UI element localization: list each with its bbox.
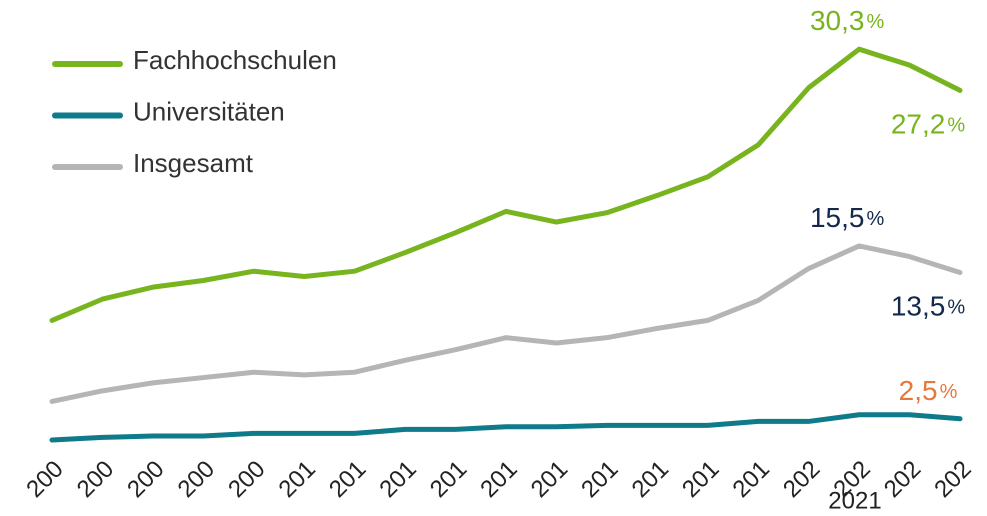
- series-line: [49, 243, 963, 404]
- x-tick-label: 201: [627, 456, 674, 503]
- x-tick-label: 202: [929, 456, 976, 503]
- annotation: 2021: [828, 487, 881, 514]
- x-tick-label: 200: [21, 456, 68, 503]
- data-label-value: 27,2: [891, 109, 946, 140]
- x-tick-label: 200: [223, 456, 270, 503]
- x-tick-label: 201: [728, 456, 775, 503]
- data-label-value: 30,3: [810, 6, 865, 37]
- data-label: 27,2%: [891, 109, 966, 140]
- data-label-value: 15,5: [810, 202, 865, 233]
- legend-label: Fachhochschulen: [133, 45, 337, 75]
- data-label-value: 2,5: [899, 375, 938, 406]
- data-label-unit: %: [866, 11, 884, 33]
- data-label-unit: %: [947, 115, 965, 137]
- legend-label: Insgesamt: [133, 148, 254, 178]
- x-tick-label: 201: [526, 456, 573, 503]
- x-tick-label: 201: [374, 456, 421, 503]
- x-tick-label: 200: [72, 456, 119, 503]
- x-tick-label: 201: [324, 456, 371, 503]
- data-label: 13,5%: [891, 291, 966, 322]
- series-line: [49, 412, 963, 443]
- x-tick-label: 200: [122, 456, 169, 503]
- data-label-unit: %: [947, 297, 965, 319]
- data-label: 2,5%: [899, 375, 958, 406]
- x-tick-label: 201: [576, 456, 623, 503]
- data-label: 30,3%: [810, 6, 885, 37]
- data-label: 15,5%: [810, 202, 885, 233]
- x-tick-label: 202: [879, 456, 926, 503]
- series-line: [49, 46, 963, 323]
- x-tick-label: 201: [475, 456, 522, 503]
- data-label-unit: %: [940, 381, 958, 403]
- x-tick-label: 201: [677, 456, 724, 503]
- data-label-value: 13,5: [891, 291, 946, 322]
- x-tick-label: 201: [425, 456, 472, 503]
- legend-label: Universitäten: [133, 96, 285, 126]
- data-label-unit: %: [866, 208, 884, 230]
- x-tick-label: 202: [778, 456, 825, 503]
- x-tick-label: 201: [274, 456, 321, 503]
- x-tick-label: 200: [173, 456, 220, 503]
